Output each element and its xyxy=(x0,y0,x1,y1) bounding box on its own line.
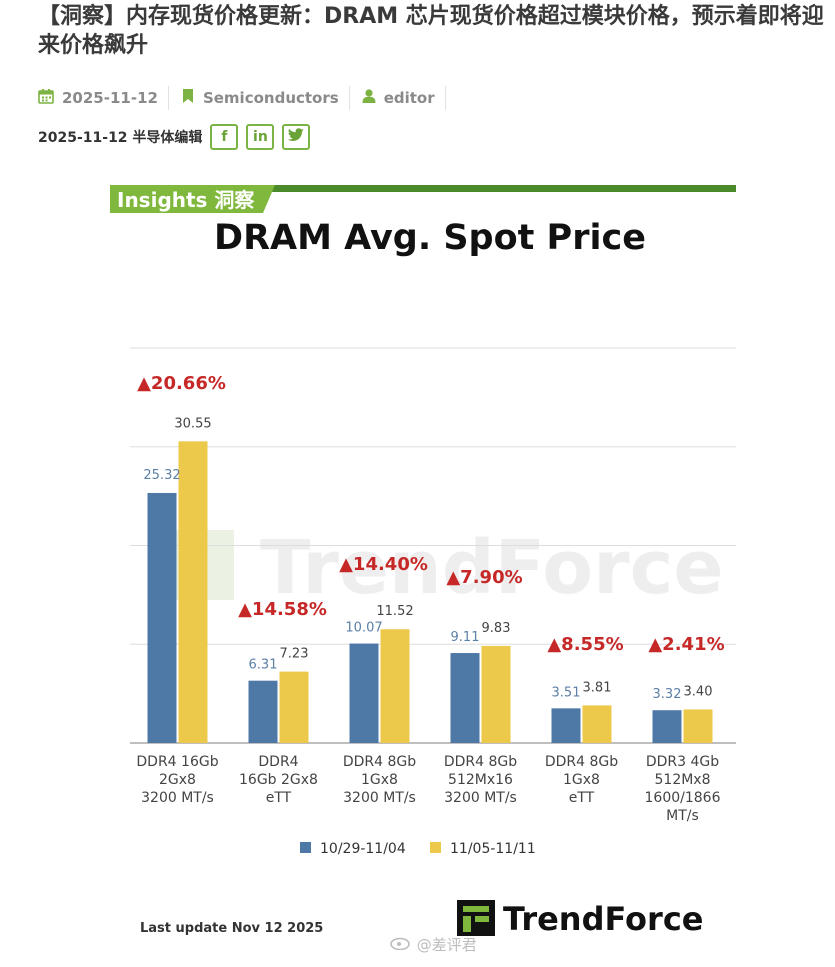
linkedin-share-button[interactable]: in xyxy=(246,124,275,150)
category-label: 3200 MT/s xyxy=(141,790,214,806)
trendforce-watermark: TrendForce xyxy=(260,525,724,611)
linkedin-icon: in xyxy=(253,129,268,145)
category-label: DDR3 4Gb xyxy=(646,754,719,770)
category-label: DDR4 8Gb xyxy=(343,754,416,770)
category-label: DDR4 8Gb xyxy=(444,754,517,770)
change-label: ▲8.55% xyxy=(547,634,623,655)
facebook-icon: f xyxy=(221,129,228,145)
bar xyxy=(652,710,682,743)
data-label: 9.11 xyxy=(451,630,480,645)
twitter-share-button[interactable] xyxy=(282,124,311,150)
data-label: 25.32 xyxy=(143,468,180,483)
category-label: 3200 MT/s xyxy=(343,790,416,806)
calendar-icon xyxy=(38,88,54,108)
bar xyxy=(582,705,612,743)
insights-label: Insights 洞察 xyxy=(117,188,255,212)
change-label: ▲14.58% xyxy=(238,599,327,620)
category-label: 3200 MT/s xyxy=(444,790,517,806)
author-meta[interactable]: editor xyxy=(362,86,446,110)
date-meta: 2025-11-12 xyxy=(38,86,169,110)
category-label: 512Mx16 xyxy=(448,772,513,788)
facebook-share-button[interactable]: f xyxy=(210,124,239,150)
article-author[interactable]: editor xyxy=(383,89,435,107)
data-label: 7.23 xyxy=(280,647,309,662)
bookmark-icon xyxy=(181,88,195,108)
bar-chart: TrendForce 25.32 30.55 ▲20.66% DDR4 16Gb 2Gx… xyxy=(130,347,736,938)
user-icon xyxy=(362,88,376,108)
change-label: ▲14.40% xyxy=(339,554,428,575)
data-label: 3.51 xyxy=(552,685,581,700)
chart-figure: Insights 洞察 DRAM Avg. Spot Price TrendFo… xyxy=(110,178,750,963)
article-headline: 【洞察】内存现货价格更新：DRAM 芯片现货价格超过模块价格，预示着即将迎来价格… xyxy=(38,4,824,58)
bar xyxy=(147,492,177,743)
bar xyxy=(380,629,410,743)
category-label: MT/s xyxy=(666,808,699,824)
trendforce-logo: TrendForce xyxy=(457,900,703,938)
data-label: 30.55 xyxy=(174,416,211,431)
legend-label: 11/05-11/11 xyxy=(450,841,536,857)
category-label: 1600/1866 xyxy=(645,790,721,806)
data-label: 11.52 xyxy=(376,604,413,619)
legend-swatch xyxy=(300,842,311,853)
data-label: 3.81 xyxy=(583,680,612,695)
byline-row: 2025-11-12 半导体编辑 f in xyxy=(38,124,311,150)
data-label: 10.07 xyxy=(345,621,382,636)
last-update: Last update Nov 12 2025 xyxy=(140,921,323,936)
bar xyxy=(683,709,713,743)
article-meta: 2025-11-12 Semiconductors editor xyxy=(38,86,458,110)
weibo-handle-text: @差评君 xyxy=(416,936,477,954)
bar xyxy=(248,680,278,743)
legend-swatch xyxy=(430,842,441,853)
change-label: ▲2.41% xyxy=(648,634,724,655)
category-label: eTT xyxy=(266,790,292,806)
bar xyxy=(450,653,480,743)
insights-banner: Insights 洞察 xyxy=(110,185,736,213)
category-label: 2Gx8 xyxy=(159,772,196,788)
category-label: DDR4 16Gb xyxy=(136,754,218,770)
data-label: 6.31 xyxy=(249,658,278,673)
category-label: DDR4 8Gb xyxy=(545,754,618,770)
change-label: ▲20.66% xyxy=(137,373,226,394)
data-label: 9.83 xyxy=(482,621,511,636)
category-label: 512Mx8 xyxy=(655,772,711,788)
category-meta[interactable]: Semiconductors xyxy=(181,86,350,110)
category-label: 1Gx8 xyxy=(563,772,600,788)
bar xyxy=(279,671,309,743)
bar xyxy=(481,645,511,743)
category-label: 1Gx8 xyxy=(361,772,398,788)
category-label: DDR4 xyxy=(258,754,298,770)
article-date: 2025-11-12 xyxy=(62,89,158,107)
bar xyxy=(551,708,581,743)
chart-title: DRAM Avg. Spot Price xyxy=(214,218,646,258)
legend-label: 10/29-11/04 xyxy=(320,841,406,857)
byline: 2025-11-12 半导体编辑 xyxy=(38,130,203,146)
bar xyxy=(349,643,379,743)
weibo-handle: @差评君 xyxy=(390,934,477,955)
twitter-icon xyxy=(288,128,304,146)
change-label: ▲7.90% xyxy=(446,567,522,588)
bar xyxy=(178,441,208,743)
data-label: 3.32 xyxy=(653,687,682,702)
trendforce-logo-text: TrendForce xyxy=(503,900,703,938)
category-label: eTT xyxy=(569,790,595,806)
category-label: 16Gb 2Gx8 xyxy=(239,772,318,788)
article-category[interactable]: Semiconductors xyxy=(202,89,339,107)
data-label: 3.40 xyxy=(684,684,713,699)
weibo-icon xyxy=(390,936,417,954)
